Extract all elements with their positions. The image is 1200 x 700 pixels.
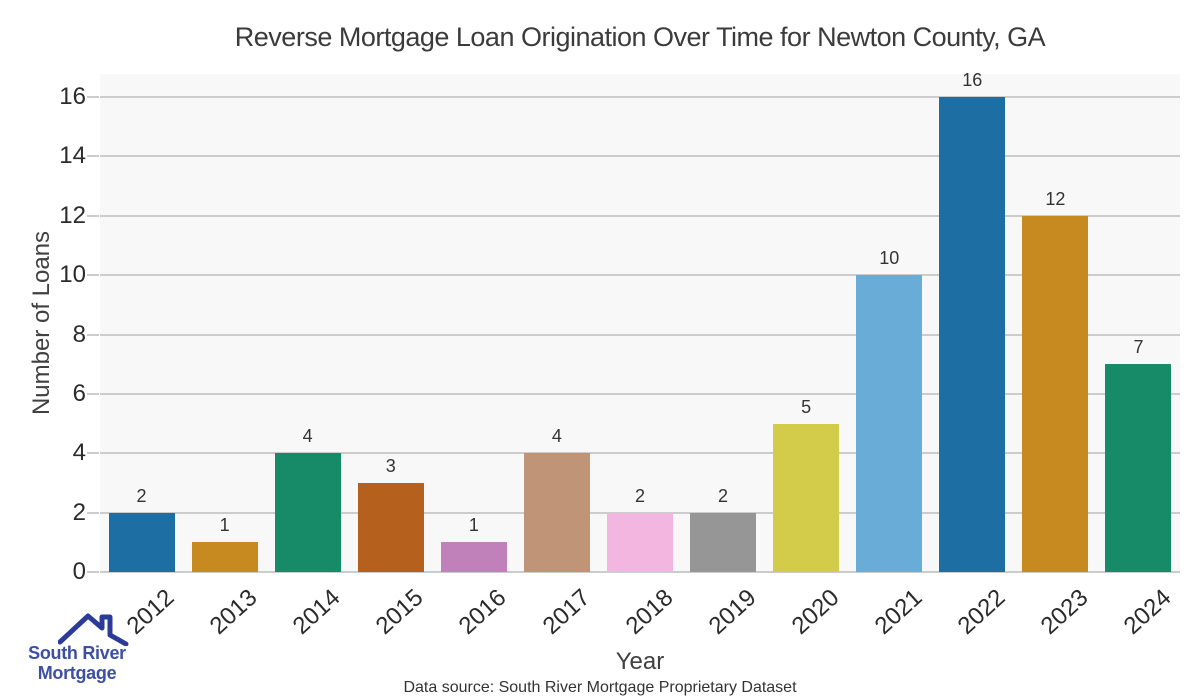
bar-2023 (1022, 215, 1089, 572)
xtick-label-2020: 2020 (786, 584, 845, 640)
ytick-mark-2 (87, 511, 99, 514)
ytick-mark-14 (87, 155, 99, 158)
bar-value-label-2015: 3 (385, 455, 396, 476)
bar-2022 (939, 97, 1006, 572)
bar-value-label-2024: 7 (1133, 337, 1144, 358)
ytick-label-10: 10 (59, 261, 86, 289)
xtick-label-2024: 2024 (1118, 584, 1177, 640)
bar-2024 (1105, 364, 1172, 572)
bar-value-label-2023: 12 (1045, 188, 1066, 209)
ytick-mark-6 (87, 392, 99, 395)
bar-value-label-2018: 2 (634, 485, 645, 506)
bar-2013 (191, 542, 258, 572)
bar-2012 (108, 512, 175, 572)
gridline-y-6 (100, 392, 1180, 395)
ytick-label-4: 4 (72, 439, 86, 467)
gridline-y-10 (100, 274, 1180, 277)
ytick-label-2: 2 (72, 498, 86, 526)
gridline-y-0 (100, 571, 1180, 573)
ytick-label-12: 12 (59, 201, 86, 229)
bar-value-label-2012: 2 (136, 485, 147, 506)
company-logo: South River Mortgage (12, 612, 142, 684)
ytick-mark-12 (87, 214, 99, 217)
gridline-y-12 (100, 214, 1180, 217)
logo-text-line1: South River (28, 643, 126, 663)
gridline-y-4 (100, 452, 1180, 455)
gridline-y-16 (100, 96, 1180, 98)
xtick-label-2017: 2017 (537, 584, 596, 640)
ytick-label-6: 6 (72, 379, 86, 407)
xtick-label-2013: 2013 (204, 584, 263, 640)
ytick-mark-16 (87, 96, 99, 98)
bar-2014 (274, 453, 341, 572)
xtick-label-2015: 2015 (371, 584, 429, 640)
xtick-label-2022: 2022 (952, 584, 1011, 640)
bar-2015 (357, 482, 424, 572)
bar-value-label-2014: 4 (302, 426, 313, 447)
ytick-mark-10 (87, 274, 99, 277)
bar-value-label-2013: 1 (219, 515, 230, 536)
chart-title: Reverse Mortgage Loan Origination Over T… (234, 22, 1046, 52)
ytick-label-16: 16 (59, 83, 86, 110)
bar-value-label-2016: 1 (468, 515, 479, 536)
gridline-y-8 (100, 333, 1180, 336)
logo-text-line2: Mortgage (37, 662, 117, 683)
xtick-label-2021: 2021 (869, 584, 928, 640)
bar-2017 (523, 453, 590, 572)
bar-2016 (440, 542, 507, 572)
plot-area (100, 74, 1180, 573)
bar-2020 (773, 423, 840, 572)
gridline-y-14 (100, 155, 1180, 158)
ytick-label-14: 14 (59, 142, 86, 170)
bar-value-label-2019: 2 (718, 485, 729, 506)
bar-value-label-2020: 5 (801, 396, 812, 417)
x-axis-title: Year (615, 648, 665, 675)
data-source-note: Data source: South River Mortgage Propri… (403, 679, 797, 696)
xtick-label-2016: 2016 (454, 584, 512, 640)
ytick-mark-8 (87, 333, 99, 336)
bar-value-label-2022: 16 (962, 70, 983, 90)
ytick-label-8: 8 (72, 320, 86, 348)
xtick-label-2018: 2018 (620, 584, 679, 640)
ytick-mark-4 (87, 452, 99, 455)
bar-value-label-2017: 4 (551, 426, 562, 447)
ytick-mark-0 (87, 571, 99, 573)
bar-2018 (607, 512, 673, 572)
xtick-label-2023: 2023 (1035, 584, 1094, 640)
house-roof-icon (58, 613, 129, 646)
xtick-label-2014: 2014 (288, 584, 346, 640)
bar-2021 (856, 275, 923, 572)
bar-value-label-2021: 10 (879, 248, 900, 269)
ytick-label-0: 0 (72, 558, 86, 585)
bar-2019 (690, 512, 757, 572)
xtick-label-2019: 2019 (703, 584, 762, 640)
